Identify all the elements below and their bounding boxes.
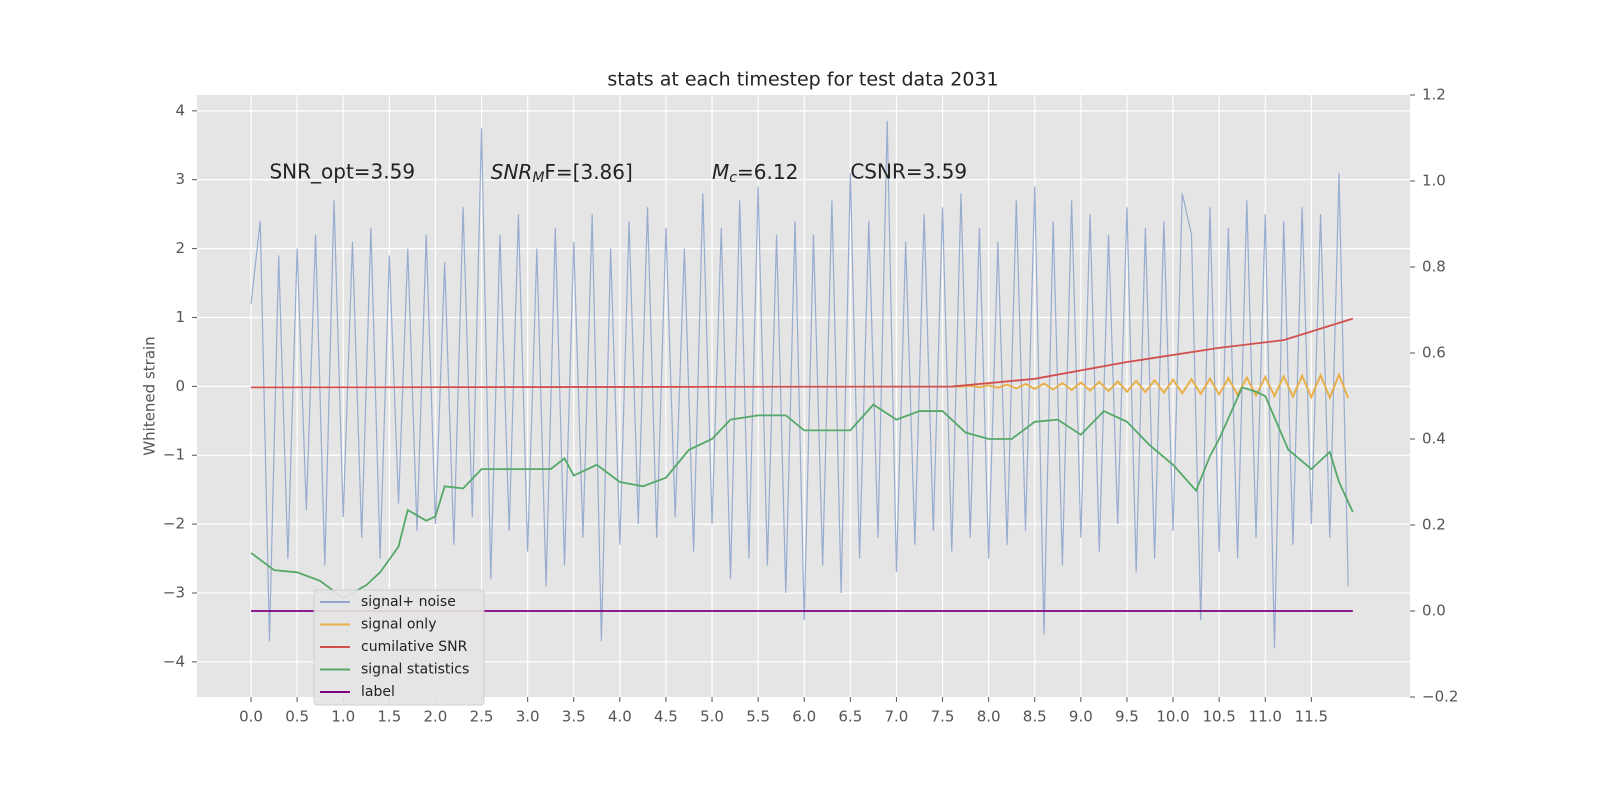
annotation: SNR_opt=3.59	[269, 159, 415, 183]
x-tick-label: 7.5	[931, 708, 955, 726]
annotation: CSNR=3.59	[850, 159, 967, 183]
y2-tick-label: 1.2	[1422, 86, 1446, 104]
x-tick-label: 6.5	[838, 708, 862, 726]
x-tick-label: 3.5	[562, 708, 586, 726]
x-tick-label: 4.0	[608, 708, 632, 726]
y2-tick-label: 1.0	[1422, 172, 1446, 190]
x-tick-label: 9.5	[1115, 708, 1139, 726]
y-tick-label: −4	[163, 652, 185, 670]
y-tick-label: 0	[175, 377, 185, 395]
x-tick-label: 3.0	[516, 708, 540, 726]
y-tick-label: −1	[163, 446, 185, 464]
annotation-main: M	[712, 159, 729, 183]
y-axis-label: Whitened strain	[141, 336, 159, 455]
y2-tick-label: 0.4	[1422, 430, 1446, 448]
y-tick-label: 2	[175, 239, 185, 257]
x-tick-label: 0.0	[239, 708, 263, 726]
x-tick-label: 11.5	[1295, 708, 1328, 726]
y-tick-label: 3	[175, 170, 185, 188]
x-tick-label: 2.5	[470, 708, 494, 726]
x-tick-label: 5.5	[746, 708, 770, 726]
legend-label: cumilative SNR	[361, 639, 468, 655]
x-tick-label: 10.5	[1202, 708, 1235, 726]
y2-tick-label: 0.2	[1422, 516, 1446, 534]
x-tick-label: 8.0	[977, 708, 1001, 726]
x-tick-label: 6.0	[792, 708, 816, 726]
legend-box	[313, 589, 485, 706]
x-tick-label: 1.0	[331, 708, 355, 726]
y-tick-label: 1	[175, 308, 185, 326]
y-tick-label: −2	[163, 515, 185, 533]
x-tick-label: 10.0	[1156, 708, 1189, 726]
x-tick-label: 11.0	[1249, 708, 1282, 726]
legend-label: signal only	[361, 617, 436, 633]
annotation-sub: c	[729, 170, 737, 186]
y-tick-label: −3	[163, 583, 185, 601]
x-tick-label: 0.5	[285, 708, 309, 726]
y2-tick-label: 0.6	[1422, 344, 1446, 362]
annotation: Mc=6.12	[712, 159, 798, 186]
y2-tick-label: 0.0	[1422, 602, 1446, 620]
y2-tick-label: −0.2	[1422, 688, 1458, 706]
x-tick-label: 7.0	[885, 708, 909, 726]
legend-label: label	[361, 684, 395, 700]
annotation-rest: F=[3.86]	[544, 159, 632, 183]
chart-title: stats at each timestep for test data 203…	[607, 69, 998, 91]
series-line	[251, 317, 1354, 389]
annotation-sub: M	[532, 170, 544, 186]
y-tick-label: 4	[175, 101, 185, 119]
series-line	[250, 121, 1349, 649]
legend-label: signal statistics	[361, 662, 469, 678]
x-tick-label: 1.5	[377, 708, 401, 726]
legend-label: signal+ noise	[361, 594, 456, 610]
x-tick-label: 8.5	[1023, 708, 1047, 726]
annotation-main: SNR	[491, 159, 533, 183]
x-tick-label: 4.5	[654, 708, 678, 726]
annotation: SNRMF=[3.86]	[491, 159, 633, 186]
y2-tick-label: 0.8	[1422, 258, 1446, 276]
series-line	[250, 386, 1354, 600]
series-line	[951, 372, 1350, 401]
x-tick-label: 9.0	[1069, 708, 1093, 726]
annotation-rest: =6.12	[737, 159, 798, 183]
x-tick-label: 2.0	[424, 708, 448, 726]
x-tick-label: 5.0	[700, 708, 724, 726]
